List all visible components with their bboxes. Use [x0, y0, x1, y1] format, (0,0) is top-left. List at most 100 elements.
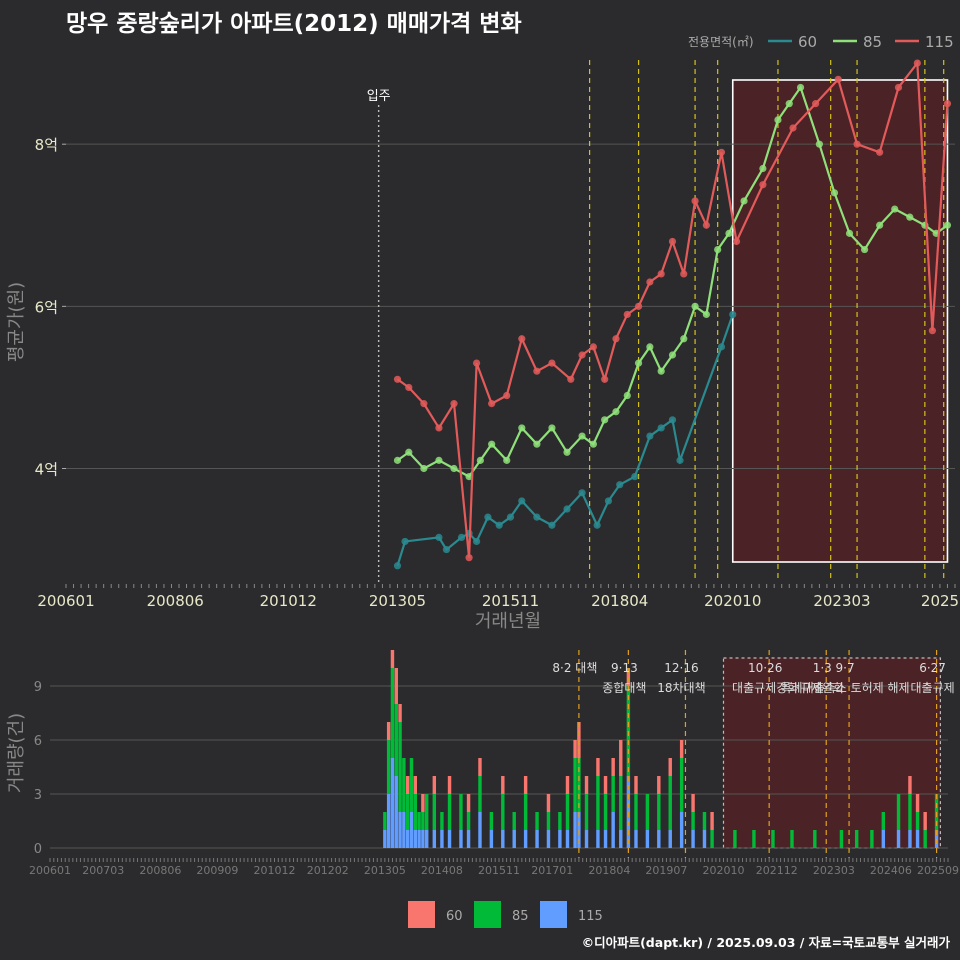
data-point-115 [465, 554, 473, 562]
bar-segment-115 [565, 830, 570, 848]
bar-segment-60 [394, 668, 398, 704]
data-point-115 [759, 181, 767, 189]
bar-legend-label: 115 [578, 909, 603, 924]
data-point-85 [876, 221, 884, 229]
bar-segment-115 [398, 812, 402, 848]
data-point-60 [548, 521, 556, 529]
data-point-85 [578, 432, 586, 440]
bar-segment-85 [523, 794, 528, 830]
bar-segment-85 [881, 812, 886, 830]
y-tick-label: 6억 [35, 298, 58, 316]
bar-segment-85 [565, 794, 570, 830]
bar-segment-115 [896, 830, 901, 848]
data-point-85 [845, 229, 854, 237]
bar-segment-115 [421, 830, 425, 848]
data-point-115 [634, 302, 643, 310]
bar-x-tick-label: 200909 [196, 864, 238, 877]
bar-segment-85 [417, 812, 421, 830]
data-point-85 [668, 351, 677, 359]
bar-segment-60 [634, 776, 638, 794]
bar-segment-115 [478, 812, 482, 848]
bar-segment-115 [657, 830, 661, 848]
data-point-115 [623, 310, 631, 319]
bar-segment-60 [390, 650, 395, 668]
bar-legend-label: 60 [446, 909, 463, 924]
data-point-115 [601, 375, 609, 383]
bar-segment-115 [409, 812, 414, 848]
bar-segment-85 [710, 830, 714, 848]
bar-segment-115 [603, 830, 608, 848]
data-point-85 [601, 416, 609, 424]
bar-segment-60 [691, 794, 695, 812]
policy-label: 6·27 [919, 661, 946, 675]
bar-segment-115 [440, 830, 444, 848]
policy-sublabel: 18차대책 [657, 680, 705, 695]
bar-segment-60 [447, 776, 452, 794]
bar-segment-85 [459, 794, 463, 830]
bar-segment-85 [546, 812, 551, 830]
data-point-115 [533, 367, 541, 375]
data-point-60 [646, 432, 654, 440]
bar-segment-60 [603, 776, 608, 794]
bar-segment-115 [691, 830, 695, 848]
bar-segment-85 [908, 794, 912, 830]
series-line-60 [396, 314, 734, 567]
data-point-85 [785, 100, 793, 108]
data-point-60 [631, 473, 639, 481]
data-point-85 [548, 424, 556, 432]
bar-segment-60 [386, 722, 391, 740]
data-point-115 [589, 343, 597, 351]
data-point-115 [876, 148, 884, 156]
bar-segment-60 [421, 794, 425, 812]
data-point-115 [646, 278, 654, 286]
bar-segment-115 [417, 830, 421, 848]
bar-segment-115 [881, 830, 886, 848]
data-point-115 [928, 327, 936, 335]
data-point-85 [680, 335, 688, 343]
bar-x-tick-label: 201701 [531, 864, 573, 877]
bar-y-tick-label: 9 [34, 680, 42, 695]
bar-segment-85 [390, 668, 395, 758]
bar-segment-115 [679, 812, 684, 848]
bar-segment-85 [634, 794, 638, 830]
data-point-115 [943, 100, 952, 108]
data-point-115 [472, 359, 481, 367]
data-point-85 [943, 221, 952, 229]
bar-segment-115 [546, 830, 551, 848]
bar-segment-85 [679, 758, 684, 812]
x-tick-label: 2025 [921, 592, 959, 610]
bar-segment-115 [558, 830, 562, 848]
policy-label: 1·3 [813, 661, 832, 675]
bar-y-tick-label: 3 [34, 788, 42, 803]
data-point-85 [646, 343, 654, 351]
bar-segment-60 [596, 758, 600, 776]
policy-sublabel: 대출규제 [910, 681, 954, 695]
bar-segment-85 [619, 776, 623, 830]
data-point-85 [405, 448, 413, 456]
policy-sublabel: 종합대책 [602, 680, 646, 695]
bar-segment-85 [466, 812, 471, 830]
x-axis-title: 거래년월 [475, 611, 541, 632]
bar-segment-60 [923, 812, 927, 830]
data-point-60 [472, 537, 481, 546]
bar-segment-60 [478, 758, 482, 776]
data-point-115 [393, 375, 402, 383]
highlight-box [731, 79, 949, 563]
bar-segment-85 [596, 776, 600, 830]
legend-label: 85 [863, 33, 882, 51]
x-tick-label: 202010 [704, 592, 761, 610]
bar-segment-85 [440, 812, 444, 830]
data-point-85 [450, 464, 458, 473]
data-point-115 [702, 221, 710, 229]
bar-segment-115 [447, 830, 452, 848]
policy-sublabel: 대출규제강화 [732, 681, 798, 695]
bar-segment-115 [424, 830, 429, 848]
bar-segment-85 [558, 812, 562, 830]
data-point-115 [567, 375, 575, 383]
bar-segment-115 [489, 830, 494, 848]
bar-x-tick-label: 200601 [29, 864, 71, 877]
bar-x-tick-label: 201907 [645, 864, 687, 877]
data-point-85 [830, 189, 839, 197]
bar-segment-60 [398, 704, 402, 722]
